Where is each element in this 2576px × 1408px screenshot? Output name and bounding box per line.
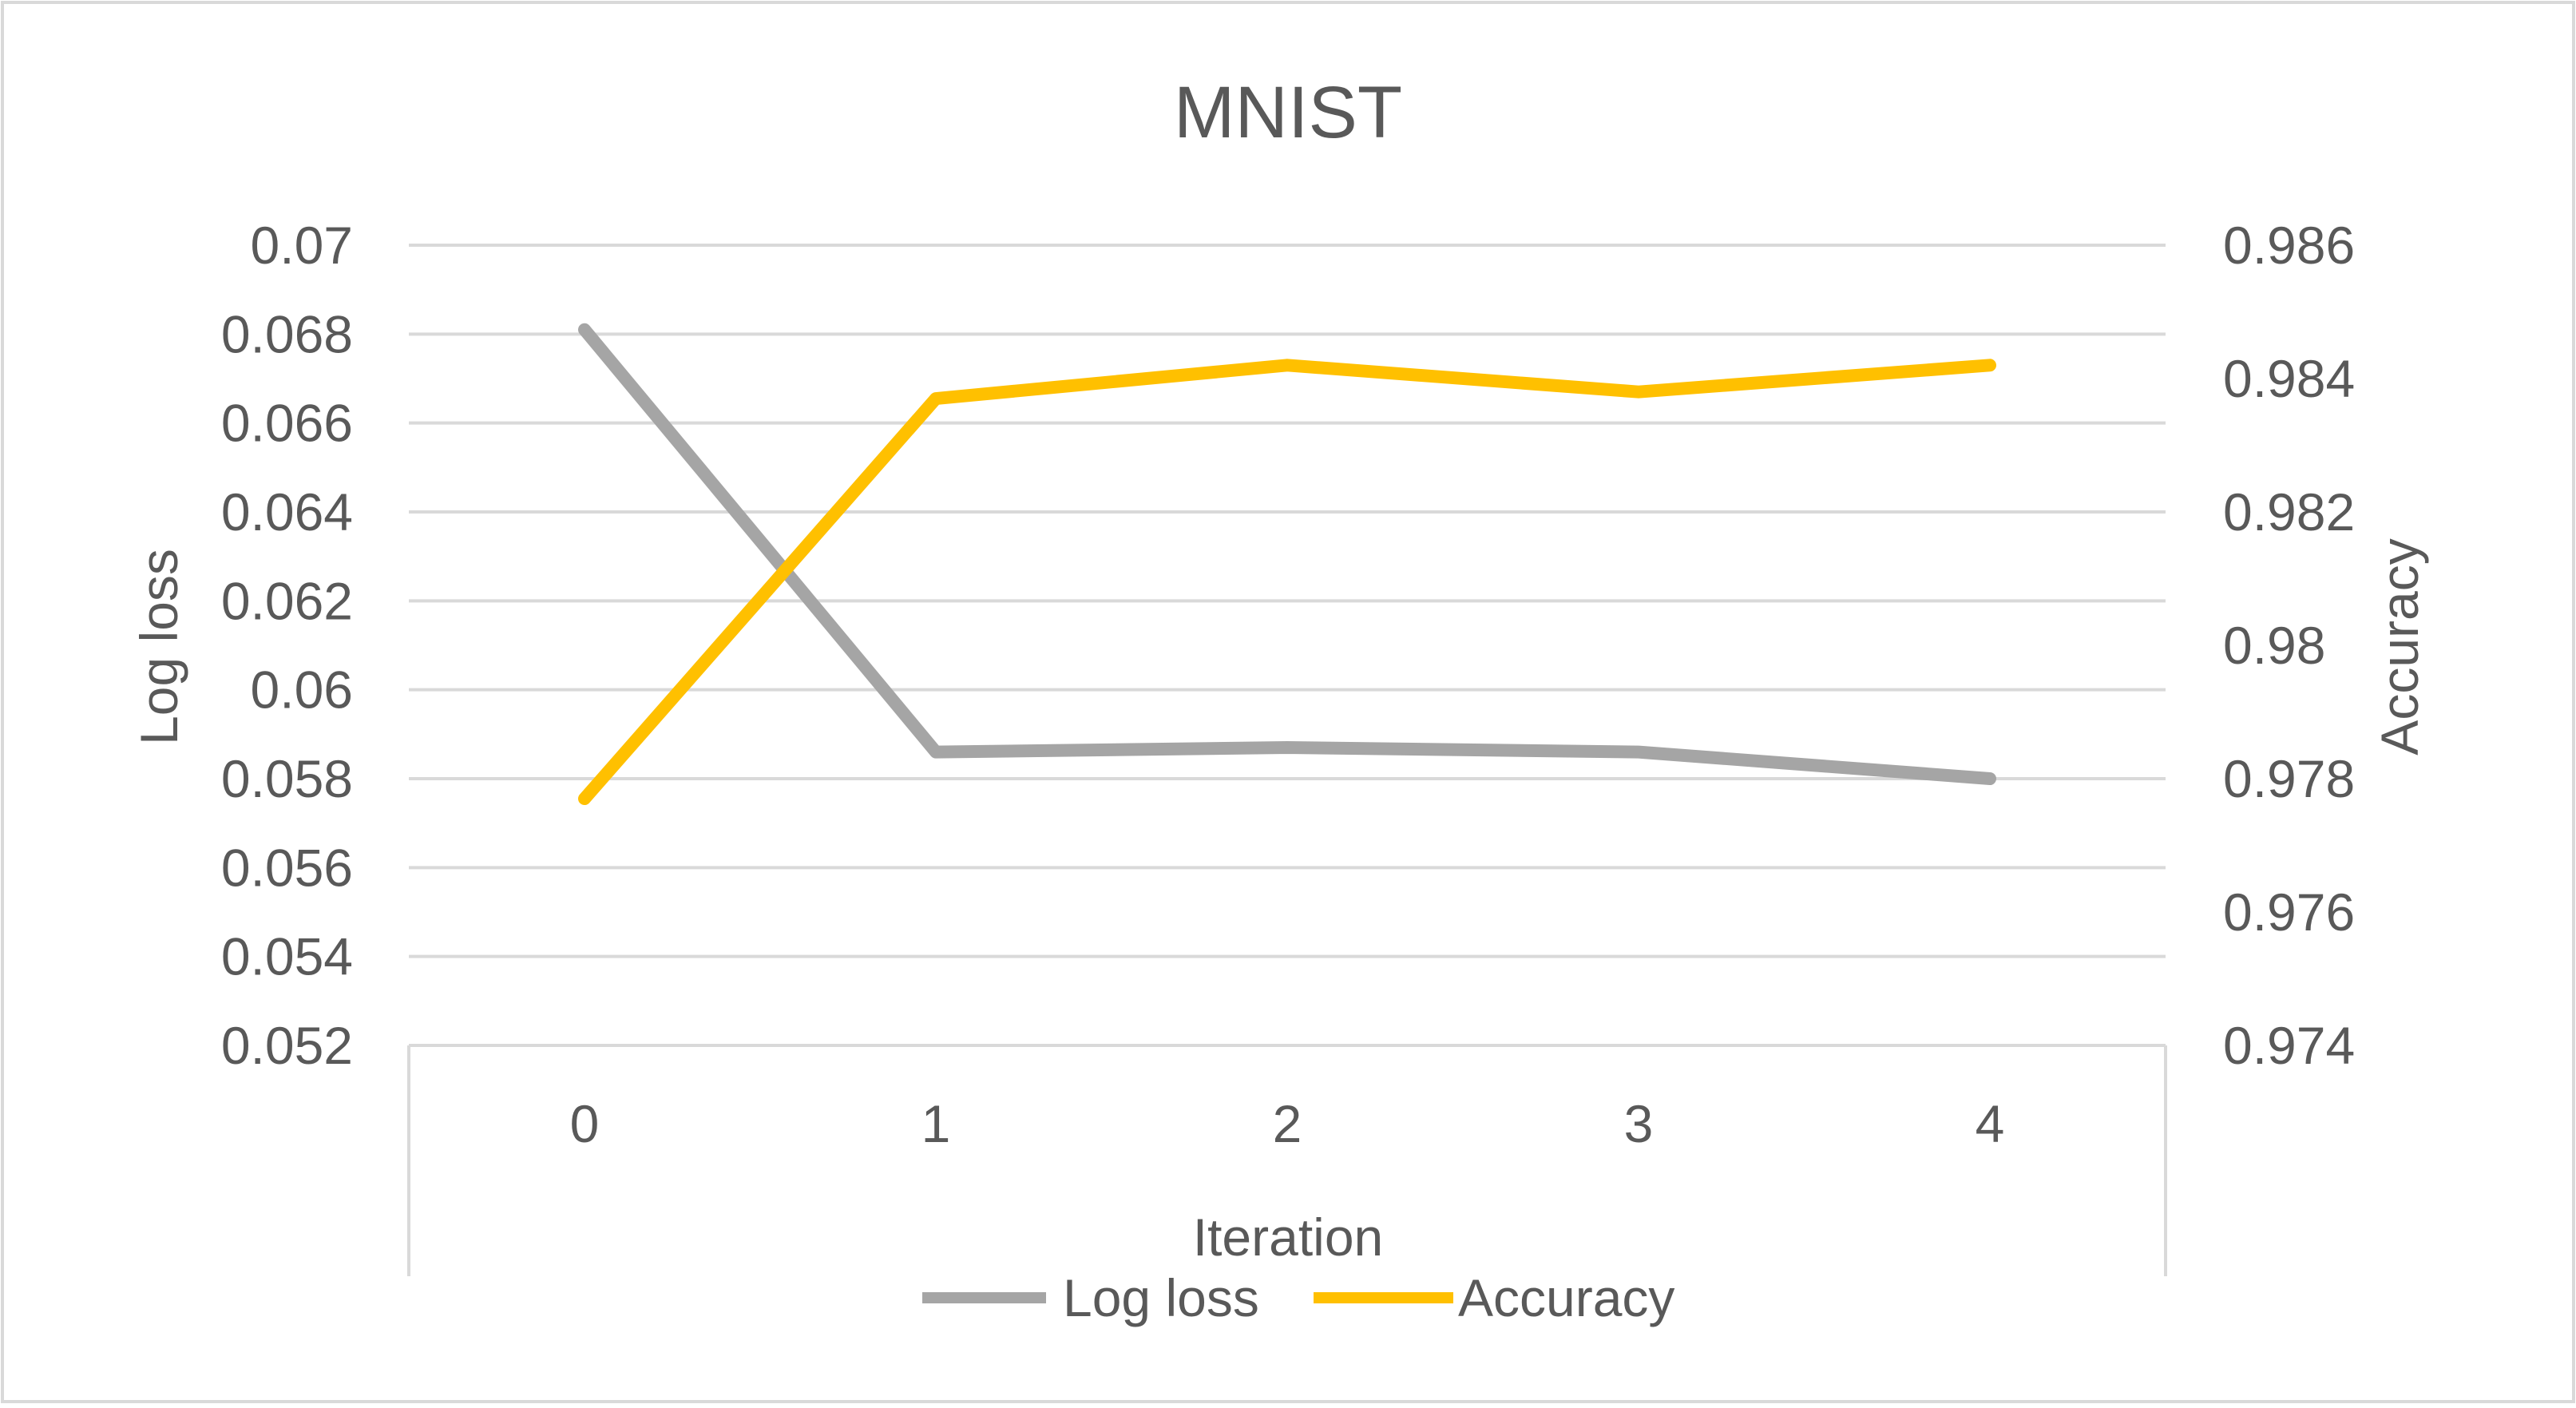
data-point-log-loss bbox=[929, 746, 942, 759]
legend-label-accuracy: Accuracy bbox=[1458, 1268, 1674, 1327]
y-right-tick-label: 0.986 bbox=[2223, 216, 2355, 275]
x-axis-ticks: 0 1 2 3 4 bbox=[570, 1094, 2005, 1153]
x-tick-label: 4 bbox=[1976, 1094, 2005, 1153]
y-left-tick-label: 0.062 bbox=[221, 571, 353, 630]
x-tick-label: 0 bbox=[570, 1094, 600, 1153]
data-point-log-loss bbox=[1984, 772, 1996, 785]
x-tick-label: 2 bbox=[1273, 1094, 1302, 1153]
data-point-accuracy bbox=[929, 392, 942, 405]
y-axis-left-label: Log loss bbox=[129, 549, 188, 745]
data-point-accuracy bbox=[1281, 359, 1294, 371]
data-point-accuracy bbox=[1984, 359, 1996, 371]
left-axis-ticks: 0.07 0.068 0.066 0.064 0.062 0.06 0.058 0.056 0.… bbox=[221, 216, 353, 1075]
gridlines bbox=[409, 244, 2166, 958]
series-lines bbox=[578, 323, 1996, 806]
y-left-tick-label: 0.064 bbox=[221, 482, 353, 541]
series-line-log-loss bbox=[578, 323, 1996, 785]
y-left-tick-label: 0.066 bbox=[221, 394, 353, 453]
y-right-tick-label: 0.978 bbox=[2223, 749, 2355, 808]
y-left-tick-label: 0.07 bbox=[251, 216, 353, 275]
y-right-tick-label: 0.976 bbox=[2223, 882, 2355, 942]
y-left-tick-label: 0.052 bbox=[221, 1016, 353, 1075]
x-tick-label: 3 bbox=[1624, 1094, 1654, 1153]
right-axis-ticks: 0.986 0.984 0.982 0.98 0.978 0.976 0.974 bbox=[2223, 216, 2355, 1075]
y-left-tick-label: 0.068 bbox=[221, 304, 353, 363]
data-point-log-loss bbox=[1632, 746, 1645, 759]
y-right-tick-label: 0.984 bbox=[2223, 349, 2355, 408]
x-tick-label: 1 bbox=[921, 1094, 951, 1153]
legend-label-log-loss: Log loss bbox=[1063, 1268, 1259, 1327]
series-line-accuracy bbox=[578, 359, 1996, 806]
chart-title: MNIST bbox=[1174, 72, 1402, 153]
data-point-accuracy bbox=[578, 792, 591, 805]
data-point-log-loss bbox=[578, 323, 591, 336]
data-point-accuracy bbox=[1632, 386, 1645, 399]
legend: Log loss Accuracy bbox=[922, 1268, 1674, 1327]
y-right-tick-label: 0.98 bbox=[2223, 616, 2325, 675]
data-point-log-loss bbox=[1281, 741, 1294, 754]
y-left-tick-label: 0.058 bbox=[221, 749, 353, 808]
y-right-tick-label: 0.982 bbox=[2223, 482, 2355, 541]
axis-frame bbox=[407, 1044, 2167, 1276]
y-axis-right-label: Accuracy bbox=[2370, 538, 2429, 755]
y-right-tick-label: 0.974 bbox=[2223, 1016, 2355, 1075]
y-left-tick-label: 0.06 bbox=[251, 660, 353, 720]
y-left-tick-label: 0.054 bbox=[221, 927, 353, 986]
y-left-tick-label: 0.056 bbox=[221, 838, 353, 897]
x-axis-label: Iteration bbox=[1193, 1208, 1383, 1267]
